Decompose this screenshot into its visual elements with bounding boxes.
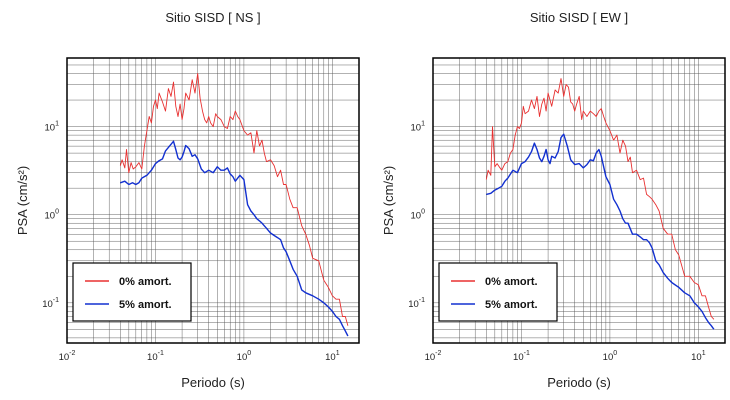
x-tick-label: 10-2 — [425, 350, 442, 363]
y-tick-label: 101 — [45, 121, 60, 134]
x-tick-label: 10-1 — [513, 350, 530, 363]
chart-panel-ns: Sitio SISD [ NS ] Periodo (s) PSA (cm/s²… — [15, 10, 360, 390]
series-lines — [119, 73, 349, 337]
chart-title: Sitio SISD [ EW ] — [530, 10, 628, 25]
y-tick-label: 10-1 — [408, 297, 425, 310]
y-axis-label: PSA (cm/s²) — [15, 166, 30, 235]
series-line-damped — [120, 140, 349, 337]
tick-labels: 10-2 10-1 100 101 10-1 100 101 — [408, 121, 706, 363]
x-tick-label: 101 — [691, 350, 706, 363]
x-tick-label: 10-2 — [59, 350, 76, 363]
legend-label: 5% amort. — [119, 299, 172, 311]
legend-box — [438, 262, 558, 322]
chart-panel-ew: Sitio SISD [ EW ] Periodo (s) PSA (cm/s²… — [381, 10, 726, 390]
legend-label: 0% amort. — [119, 276, 172, 288]
series-lines — [485, 78, 715, 330]
x-tick-label: 101 — [325, 350, 340, 363]
chart-title: Sitio SISD [ NS ] — [165, 10, 260, 25]
x-axis-label: Periodo (s) — [181, 375, 245, 390]
legend-label: 0% amort. — [485, 276, 538, 288]
x-tick-label: 10-1 — [147, 350, 164, 363]
y-tick-label: 100 — [45, 209, 60, 222]
y-axis-label: PSA (cm/s²) — [381, 166, 396, 235]
legend-label: 5% amort. — [485, 299, 538, 311]
series-line-undamped — [119, 73, 349, 326]
y-tick-label: 101 — [411, 121, 426, 134]
x-tick-label: 100 — [237, 350, 252, 363]
x-axis-label: Periodo (s) — [547, 375, 611, 390]
legend-box — [72, 262, 192, 322]
tick-labels: 10-2 10-1 100 101 10-1 100 101 — [42, 121, 340, 363]
plot-frame — [432, 57, 726, 344]
series-line-damped — [486, 133, 715, 330]
series-line-undamped — [485, 78, 715, 320]
legend: 0% amort. 5% amort. — [72, 262, 192, 322]
y-tick-label: 10-1 — [42, 297, 59, 310]
x-tick-label: 100 — [603, 350, 618, 363]
y-tick-label: 100 — [411, 209, 426, 222]
plot-frame — [66, 57, 360, 344]
legend: 0% amort. 5% amort. — [438, 262, 558, 322]
